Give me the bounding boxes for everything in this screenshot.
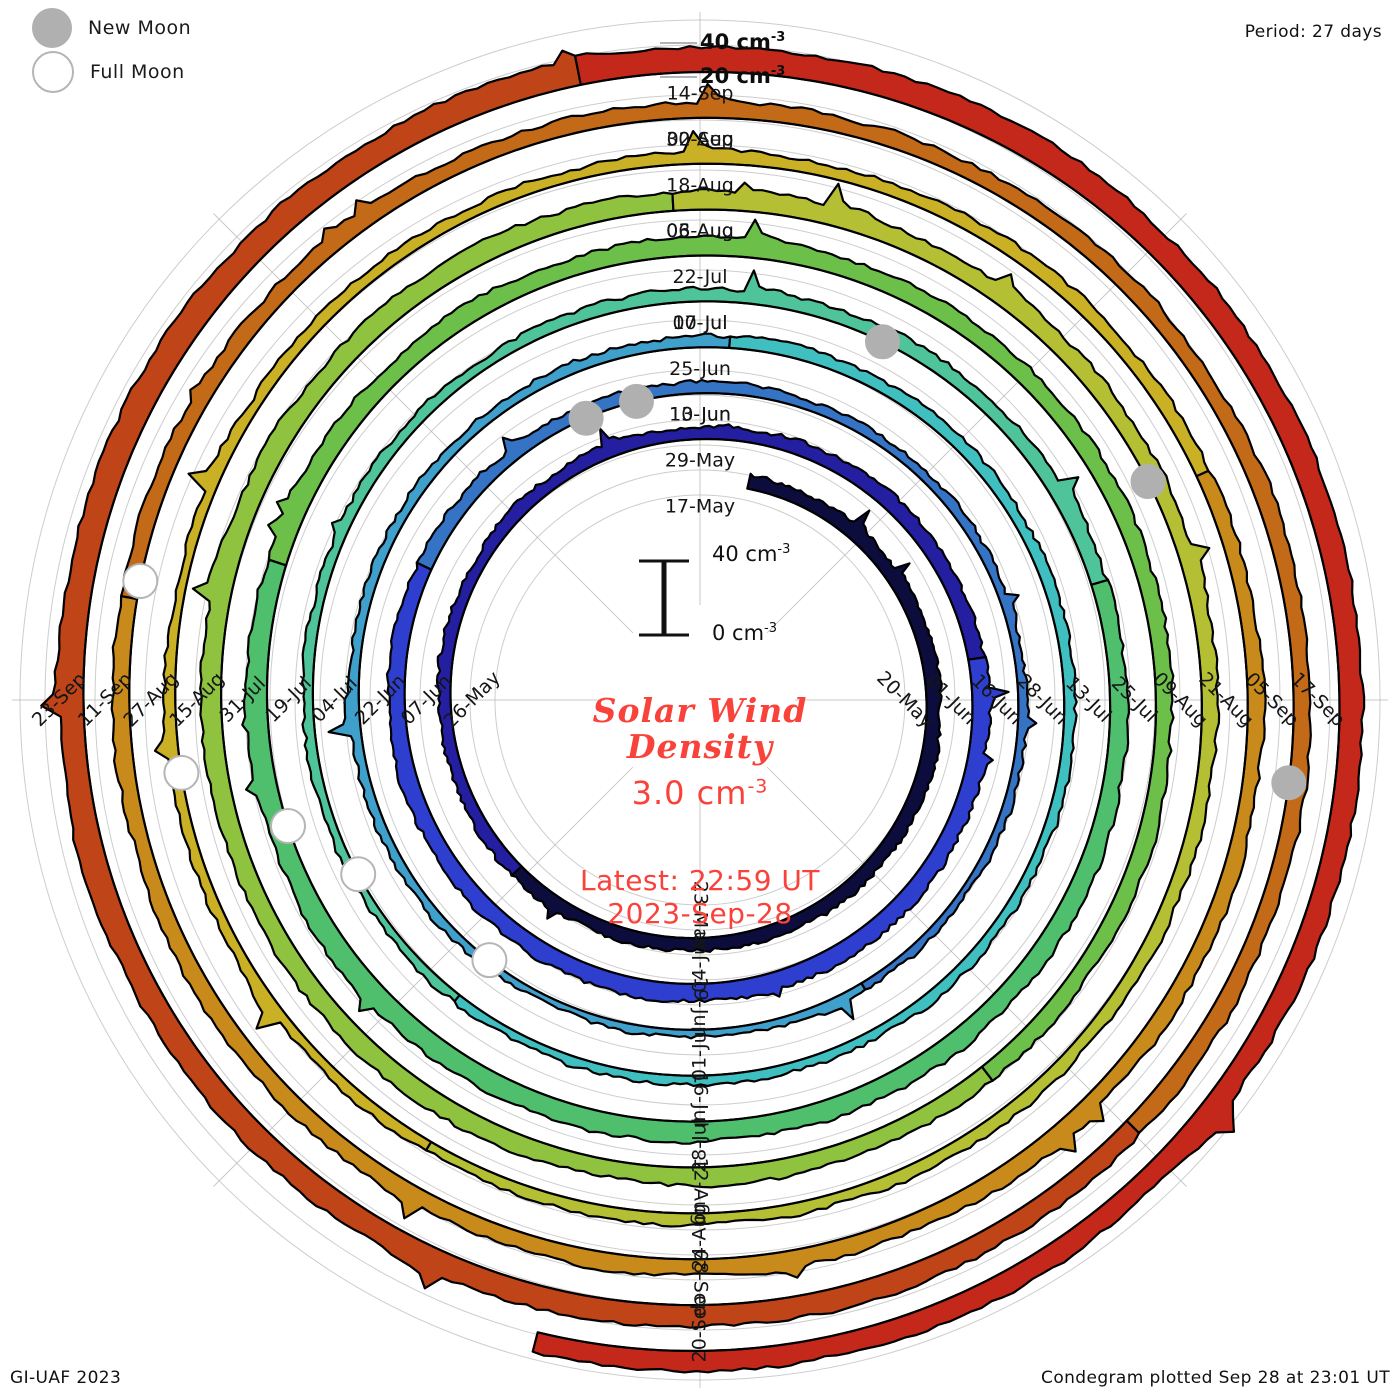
scale-bar-icon — [639, 559, 689, 637]
legend-item-new-moon: New Moon — [20, 6, 320, 50]
full-moon-marker — [340, 856, 377, 893]
scale-bar-top-label: 40 cm-3 — [712, 542, 791, 566]
full-moon-marker — [122, 563, 159, 599]
center-annotation: 40 cm-3 0 cm-3 Solar Wind Density 3.0 cm… — [430, 542, 970, 930]
date-label: 12-Aug — [690, 1157, 712, 1225]
new-moon-marker — [1271, 765, 1307, 801]
full-moon-marker — [163, 754, 200, 791]
date-label: 01-Jul — [689, 1026, 711, 1081]
legend-label-full-moon: Full Moon — [90, 61, 185, 83]
date-label: 16-Jul — [690, 1072, 712, 1127]
date-label: 23-May — [690, 881, 712, 951]
chart-title-line2: Density — [626, 726, 774, 766]
date-label: 08-Sep — [690, 1250, 712, 1317]
date-label: 24-Aug — [689, 1203, 711, 1271]
moon-legend: New Moon Full Moon — [20, 6, 320, 94]
date-label: 14-Sep — [667, 83, 734, 105]
date-label: 19-Jun — [690, 977, 712, 1039]
new-moon-icon — [32, 8, 72, 48]
date-label: 07-Jul — [672, 312, 727, 334]
plotted-timestamp: Condegram plotted Sep 28 at 23:01 UT — [1041, 1368, 1390, 1388]
date-label: 13-Jun — [669, 404, 731, 426]
full-moon-marker — [270, 808, 306, 844]
current-value: 3.0 cm-3 — [631, 774, 769, 813]
full-moon-icon — [32, 51, 74, 93]
latest-timestamp: Latest: 22:59 UT 2023-Sep-28 — [430, 864, 970, 930]
date-label: 10-Jul — [672, 312, 727, 334]
scale-bar-bottom-label: 0 cm-3 — [712, 621, 778, 645]
period-label: Period: 27 days — [1244, 22, 1382, 42]
radial-tick-40: 40 cm-3 — [700, 30, 786, 54]
new-moon-marker — [1130, 464, 1166, 499]
legend-item-full-moon: Full Moon — [20, 50, 320, 94]
date-label: 03-Aug — [666, 220, 734, 242]
date-label: 18-Aug — [666, 174, 734, 196]
radial-tick-20: 20 cm-3 — [700, 64, 786, 88]
credit-label: GI-UAF 2023 — [10, 1368, 122, 1388]
date-label: 22-Jul — [672, 266, 727, 288]
moon-layer — [122, 324, 1307, 979]
date-label: 29-May — [665, 450, 735, 472]
date-label: 17-May — [665, 496, 735, 518]
legend-label-new-moon: New Moon — [88, 17, 192, 39]
latest-date: 2023-Sep-28 — [607, 897, 793, 931]
new-moon-marker — [865, 324, 900, 360]
full-moon-marker — [471, 942, 508, 979]
date-label: 04-Jun — [689, 931, 711, 993]
date-label: 06-Aug — [666, 220, 734, 242]
date-label: 02-Sep — [667, 128, 734, 150]
date-label: 10-Jun — [669, 404, 731, 426]
chart-title: Solar Wind Density — [430, 693, 970, 764]
date-label: 25-Jun — [669, 358, 731, 380]
scale-bar: 40 cm-3 0 cm-3 — [430, 542, 970, 655]
new-moon-marker — [619, 383, 654, 419]
new-moon-marker — [568, 400, 604, 436]
date-label: 30-Aug — [666, 128, 734, 150]
chart-title-line1: Solar Wind — [592, 691, 808, 730]
date-label: 20-Sep — [689, 1295, 711, 1362]
spiral-layer — [40, 44, 1366, 1374]
latest-time: Latest: 22:59 UT — [579, 864, 821, 898]
date-label: 28-Jul — [689, 1118, 711, 1173]
